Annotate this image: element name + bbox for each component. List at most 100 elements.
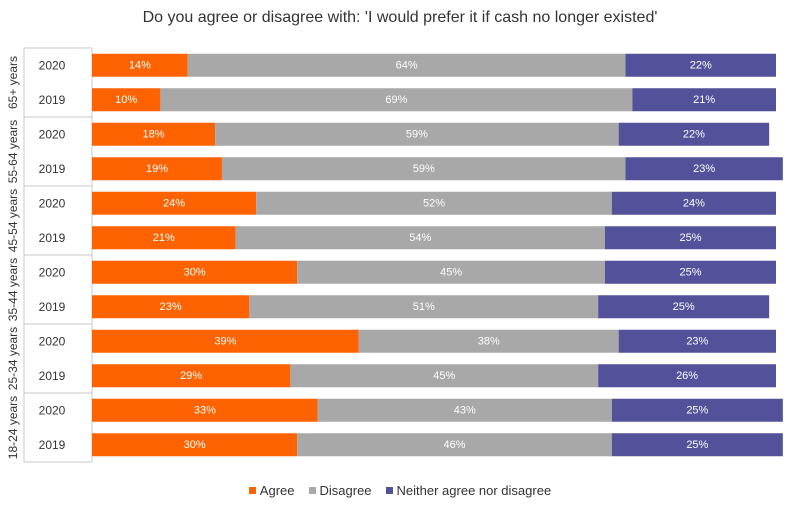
legend-item-agree: Agree <box>248 483 295 498</box>
bar-segment-3-2 <box>625 157 783 181</box>
data-label-0-2: 22% <box>690 59 712 71</box>
legend-swatch-neither <box>385 487 393 494</box>
data-label-1-2: 21% <box>693 94 715 106</box>
year-label-10: 2020 <box>39 403 66 417</box>
bar-segment-8-0 <box>92 329 359 353</box>
bar-segment-4-0 <box>92 191 257 215</box>
bar-segment-8-2 <box>618 329 776 353</box>
group-label-1: 55-64 years <box>6 120 20 183</box>
bar-segment-1-1 <box>160 88 633 112</box>
bar-segment-7-0 <box>92 295 250 319</box>
data-label-3-1: 59% <box>413 163 435 175</box>
data-label-8-0: 39% <box>214 335 236 347</box>
bar-segment-4-2 <box>611 191 776 215</box>
legend-label-neither: Neither agree nor disagree <box>396 483 552 498</box>
legend-item-disagree: Disagree <box>308 483 372 498</box>
data-label-10-1: 43% <box>454 404 476 416</box>
data-label-5-0: 21% <box>153 232 175 244</box>
year-label-2: 2020 <box>39 127 66 141</box>
data-label-0-1: 64% <box>396 59 418 71</box>
data-label-3-0: 19% <box>146 163 168 175</box>
data-label-10-2: 25% <box>686 404 708 416</box>
bar-segment-6-1 <box>297 260 605 284</box>
data-label-6-1: 45% <box>440 266 462 278</box>
data-label-9-1: 45% <box>433 370 455 382</box>
bar-segment-10-0 <box>92 398 318 422</box>
bar-segment-9-0 <box>92 364 291 388</box>
bar-segment-0-1 <box>187 53 626 77</box>
bar-segment-9-2 <box>598 364 776 388</box>
year-label-1: 2019 <box>39 93 66 107</box>
legend-label-agree: Agree <box>259 483 295 498</box>
bar-segment-2-2 <box>618 122 770 146</box>
data-label-3-2: 23% <box>693 163 715 175</box>
data-label-8-1: 38% <box>478 335 500 347</box>
year-label-3: 2019 <box>39 162 66 176</box>
data-label-11-1: 46% <box>444 439 466 451</box>
data-label-2-0: 18% <box>143 128 165 140</box>
year-label-8: 2020 <box>39 334 66 348</box>
data-label-0-0: 14% <box>129 59 151 71</box>
year-label-9: 2019 <box>39 369 66 383</box>
bar-segment-8-1 <box>358 329 619 353</box>
legend-label-disagree: Disagree <box>319 483 372 498</box>
bar-segment-4-1 <box>256 191 612 215</box>
bar-segment-5-2 <box>605 226 776 250</box>
group-label-2: 45-54 years <box>6 189 20 252</box>
data-label-11-0: 30% <box>184 439 206 451</box>
bar-segment-1-0 <box>92 88 161 112</box>
group-label-5: 18-24 years <box>6 396 20 459</box>
data-label-4-0: 24% <box>163 197 185 209</box>
bar-segment-3-1 <box>221 157 626 181</box>
stacked-bar-chart: 65+ years 55-64 years 45-54 years 35-44 yea… <box>6 47 783 463</box>
bar-segment-9-1 <box>290 364 599 388</box>
bar-segment-5-1 <box>235 226 605 250</box>
data-label-2-1: 59% <box>406 128 428 140</box>
year-label-5: 2019 <box>39 231 66 245</box>
bar-segment-11-0 <box>92 433 298 457</box>
bar-segment-10-1 <box>317 398 612 422</box>
data-label-9-2: 26% <box>676 370 698 382</box>
bar-segment-0-0 <box>92 53 188 77</box>
bar-segment-2-1 <box>215 122 619 146</box>
legend: Agree Disagree Neither agree nor disagre… <box>0 483 800 498</box>
year-label-0: 2020 <box>39 58 66 72</box>
bar-segment-11-2 <box>611 433 783 457</box>
data-label-5-1: 54% <box>409 232 431 244</box>
year-label-11: 2019 <box>39 438 66 452</box>
bar-segment-2-0 <box>92 122 216 146</box>
bar-segment-6-2 <box>605 260 776 284</box>
data-label-5-2: 25% <box>679 232 701 244</box>
data-label-7-2: 25% <box>673 301 695 313</box>
data-label-8-2: 23% <box>686 335 708 347</box>
data-label-4-2: 24% <box>683 197 705 209</box>
group-label-4: 25-34 years <box>6 327 20 390</box>
bar-segment-7-2 <box>598 295 770 319</box>
bar-segment-1-2 <box>632 88 776 112</box>
data-label-6-0: 30% <box>184 266 206 278</box>
bar-segment-6-0 <box>92 260 298 284</box>
bar-segment-0-2 <box>625 53 776 77</box>
data-label-11-2: 25% <box>686 439 708 451</box>
data-label-1-0: 10% <box>115 94 137 106</box>
bar-segment-11-1 <box>297 433 612 457</box>
group-label-3: 35-44 years <box>6 258 20 321</box>
data-label-9-0: 29% <box>180 370 202 382</box>
chart-title: Do you agree or disagree with: 'I would … <box>142 9 658 26</box>
data-label-10-0: 33% <box>194 404 216 416</box>
legend-item-neither: Neither agree nor disagree <box>385 483 552 498</box>
year-label-6: 2020 <box>39 265 66 279</box>
legend-swatch-agree <box>248 487 256 494</box>
data-label-4-1: 52% <box>423 197 445 209</box>
bar-segment-7-1 <box>249 295 599 319</box>
data-label-7-0: 23% <box>160 301 182 313</box>
data-label-7-1: 51% <box>413 301 435 313</box>
data-label-6-2: 25% <box>679 266 701 278</box>
group-label-0: 65+ years <box>6 56 20 109</box>
data-label-2-2: 22% <box>683 128 705 140</box>
bar-segment-10-2 <box>611 398 783 422</box>
bar-segment-3-0 <box>92 157 222 181</box>
year-label-4: 2020 <box>39 196 66 210</box>
legend-swatch-disagree <box>308 487 316 494</box>
data-label-1-1: 69% <box>385 94 407 106</box>
